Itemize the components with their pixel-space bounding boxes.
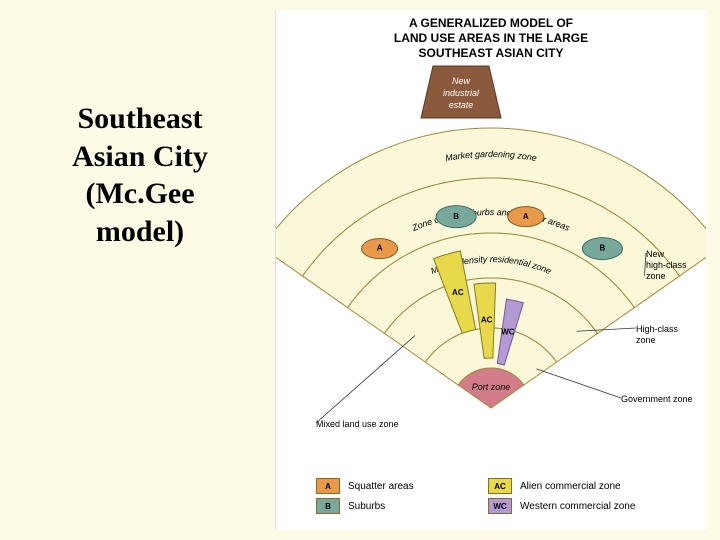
slide-title-l4: model)	[96, 215, 184, 248]
diagram-title-l1: A GENERALIZED MODEL OF	[409, 16, 573, 30]
diagram-svg-wrap: Market gardening zoneZone of new suburbs…	[276, 58, 706, 438]
slide-title-l2: Asian City	[72, 140, 208, 173]
legend-swatch-A: A	[316, 478, 340, 494]
slide-title-l3: (Mc.Gee	[85, 177, 194, 210]
callout-newhigh-text: zone	[646, 271, 666, 281]
blob-b1-label: B	[453, 212, 459, 221]
diagram-title: A GENERALIZED MODEL OF LAND USE AREAS IN…	[276, 10, 706, 61]
legend-label-AC: Alien commercial zone	[520, 481, 660, 492]
callout-mixed-text: Mixed land use zone	[316, 419, 399, 429]
legend-label-B: Suburbs	[348, 501, 488, 512]
diagram-title-l2: LAND USE AREAS IN THE LARGE	[394, 31, 588, 45]
slide-title-l1: Southeast	[77, 102, 202, 135]
legend-swatch-WC: WC	[488, 498, 512, 514]
legend-label-WC: Western commercial zone	[520, 501, 660, 512]
legend-label-A: Squatter areas	[348, 481, 488, 492]
blob-a2-label: A	[523, 212, 529, 221]
blob-a1-label: A	[377, 244, 383, 253]
legend-row: A Squatter areas AC Alien commercial zon…	[316, 478, 676, 494]
callout-government-text: Government zone	[621, 394, 693, 404]
wedge-ac-left-label: AC	[452, 288, 464, 297]
legend-swatch-B: B	[316, 498, 340, 514]
callout-newhigh-text: New	[646, 249, 665, 259]
legend: A Squatter areas AC Alien commercial zon…	[316, 478, 676, 518]
zone-port-label: Port zone	[472, 382, 511, 392]
diagram-panel: A GENERALIZED MODEL OF LAND USE AREAS IN…	[275, 10, 706, 530]
callout-government-leader	[536, 369, 621, 398]
blob-b2-label: B	[600, 244, 606, 253]
diagram-svg: Market gardening zoneZone of new suburbs…	[276, 58, 706, 438]
callout-newhigh-text: high-class	[646, 260, 687, 270]
wedge-wc-label: WC	[501, 327, 515, 336]
legend-row: B Suburbs WC Western commercial zone	[316, 498, 676, 514]
wedge-ac-mid-label: AC	[481, 316, 493, 325]
callout-highclass-text: zone	[636, 335, 656, 345]
legend-swatch-AC: AC	[488, 478, 512, 494]
zone-industrial-label2: industrial	[443, 88, 480, 98]
callout-mixed-leader	[316, 336, 415, 423]
zone-industrial-label1: New	[452, 76, 471, 86]
slide-title: Southeast Asian City (Mc.Gee model)	[20, 100, 260, 250]
callout-highclass-text: High-class	[636, 324, 679, 334]
zone-industrial-label3: estate	[449, 100, 474, 110]
